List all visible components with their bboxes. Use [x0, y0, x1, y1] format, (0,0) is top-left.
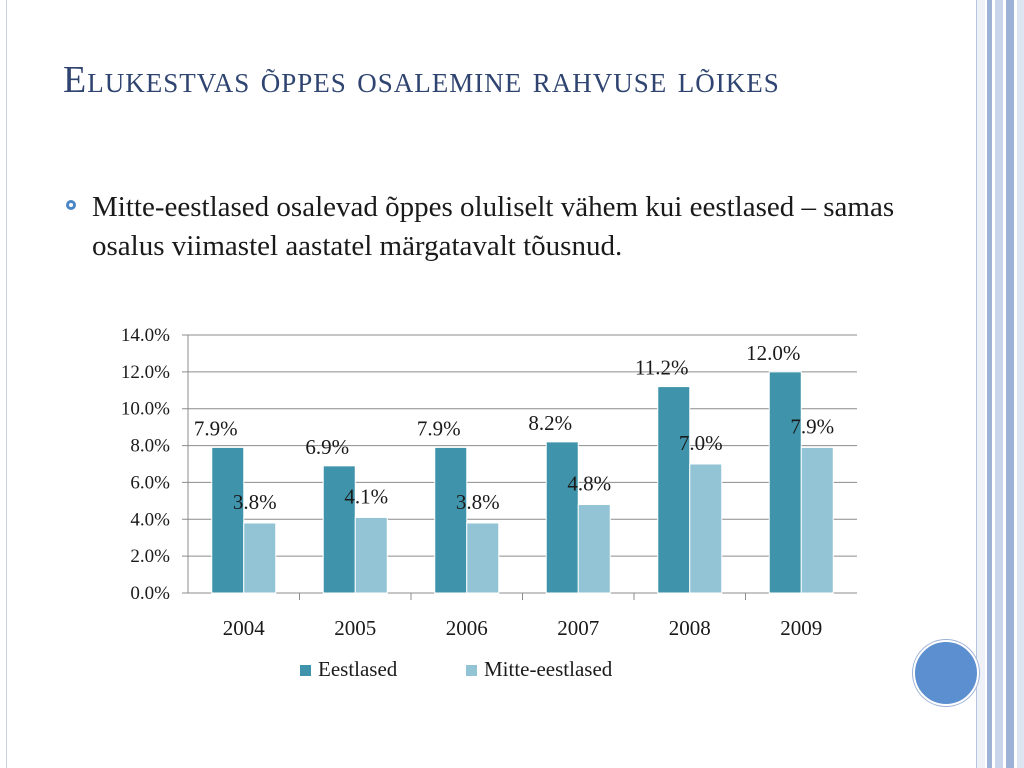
- bar-chart: 0.0% 2.0% 4.0% 6.0% 8.0% 10.0% 12.0% 14.0% 2004 7…: [121, 325, 857, 681]
- decorative-circle: [913, 640, 979, 706]
- data-label: 4.1%: [344, 484, 388, 508]
- bar-mitte-eestlased: [466, 522, 500, 594]
- legend-swatch: [300, 665, 311, 676]
- decor-stripe: [976, 0, 985, 768]
- bar-mitte-eestlased: [354, 516, 388, 594]
- bullet-icon: [66, 200, 76, 210]
- slide-frame: [6, 0, 977, 768]
- data-label: 3.8%: [233, 490, 277, 514]
- bar-mitte-eestlased: [577, 504, 611, 594]
- data-label: 12.0%: [746, 341, 800, 365]
- chart-container: 0.0% 2.0% 4.0% 6.0% 8.0% 10.0% 12.0% 14.0% 2004 7…: [60, 320, 880, 700]
- bar-eestlased: [211, 446, 245, 594]
- y-tick-label: 8.0%: [130, 436, 170, 457]
- data-label: 6.9%: [305, 435, 349, 459]
- x-tick-label: 2007: [557, 616, 599, 640]
- decor-stripe: [1017, 0, 1024, 768]
- y-tick-label: 4.0%: [130, 509, 170, 530]
- legend-label: Eestlased: [318, 657, 398, 681]
- bullet-text: Mitte-eestlased osalevad õppes oluliselt…: [92, 191, 895, 262]
- decor-stripe: [995, 0, 1003, 768]
- data-label: 4.8%: [567, 472, 611, 496]
- data-label: 7.0%: [679, 431, 723, 455]
- legend-label: Mitte-eestlased: [484, 657, 613, 681]
- bar-eestlased: [768, 371, 802, 594]
- bar-mitte-eestlased: [800, 446, 834, 594]
- legend-swatch: [466, 665, 477, 676]
- y-tick-label: 12.0%: [121, 362, 170, 383]
- x-tick-label: 2006: [446, 616, 488, 640]
- bar-eestlased: [657, 386, 691, 594]
- data-label: 11.2%: [635, 356, 688, 380]
- y-tick-label: 2.0%: [130, 546, 170, 567]
- x-tick-label: 2005: [334, 616, 376, 640]
- decor-stripe: [1006, 0, 1014, 768]
- data-label: 7.9%: [790, 414, 834, 438]
- data-label: 7.9%: [417, 416, 461, 440]
- y-tick-label: 14.0%: [121, 325, 170, 346]
- slide-title: Elukestvas õppes osalemine rahvuse lõike…: [63, 59, 780, 101]
- y-tick-label: 10.0%: [121, 399, 170, 420]
- decor-stripe: [987, 0, 992, 768]
- data-label: 3.8%: [456, 490, 500, 514]
- bar-mitte-eestlased: [243, 522, 277, 594]
- bar-mitte-eestlased: [689, 463, 723, 594]
- x-tick-label: 2004: [223, 616, 266, 640]
- data-label: 7.9%: [194, 416, 238, 440]
- bar-eestlased: [322, 465, 356, 594]
- bar-eestlased: [545, 441, 579, 594]
- x-tick-label: 2008: [669, 616, 711, 640]
- bar-eestlased: [434, 446, 468, 594]
- y-tick-label: 0.0%: [130, 583, 170, 604]
- y-tick-label: 6.0%: [130, 472, 170, 493]
- x-tick-label: 2009: [780, 616, 822, 640]
- data-label: 8.2%: [528, 411, 572, 435]
